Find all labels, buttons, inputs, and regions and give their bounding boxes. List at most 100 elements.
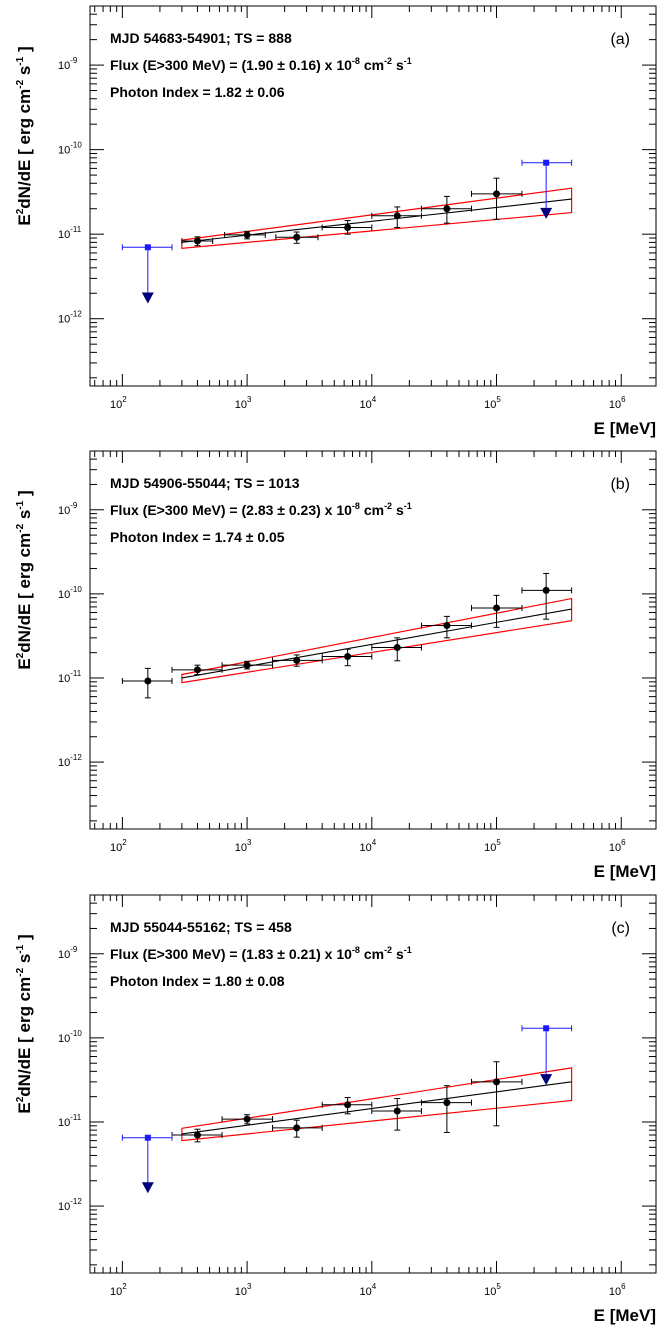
annotation-flux-exp: -2 <box>384 945 392 955</box>
annotation-mjd-ts: MJD 55044-55162; TS = 458 <box>110 919 292 935</box>
y-tick-label-exp: -10 <box>70 585 82 594</box>
y-axis-label-part: s <box>15 510 34 524</box>
y-axis-label-sup: -1 <box>15 944 26 953</box>
x-tick-label-exp: 4 <box>372 1282 377 1291</box>
y-axis-label-part: E <box>15 214 34 225</box>
y-tick-label: 10-9 <box>58 501 78 517</box>
data-point <box>293 656 301 664</box>
x-tick-label: 106 <box>609 838 626 854</box>
x-tick-label: 103 <box>235 395 252 411</box>
power-law-fit-line <box>181 608 572 679</box>
annotation-photon-index: Photon Index = 1.74 ± 0.05 <box>110 529 285 545</box>
power-law-fit-line <box>181 1081 572 1135</box>
y-axis-label-sup: 2 <box>15 652 26 658</box>
x-tick-label: 103 <box>235 838 252 854</box>
y-axis-label-part: E <box>15 658 34 669</box>
annotation-flux-exp: -8 <box>352 56 360 66</box>
y-tick-label-exp: -10 <box>70 141 82 150</box>
data-point <box>344 653 352 661</box>
upper-limit-arrow <box>540 1074 553 1086</box>
x-tick-label-exp: 5 <box>496 838 501 847</box>
annotation-flux-unit: cm <box>360 946 384 962</box>
data-point <box>393 212 401 220</box>
data-point <box>393 644 401 652</box>
annotation-flux-unit: cm <box>360 57 384 73</box>
x-tick-label: 106 <box>609 395 626 411</box>
x-axis-label: E [MeV] <box>594 1306 656 1325</box>
annotation-flux-unit: s <box>392 502 404 518</box>
upper-limit-arrow <box>540 207 553 219</box>
y-tick-label: 10-10 <box>58 1029 82 1045</box>
upper-limit-marker <box>543 1025 550 1032</box>
y-axis-label-sup: -2 <box>15 79 26 88</box>
annotation-mjd-ts: MJD 54906-55044; TS = 1013 <box>110 475 300 491</box>
x-axis-label: E [MeV] <box>594 419 656 438</box>
data-point <box>243 231 251 239</box>
x-tick-label: 105 <box>484 1282 501 1298</box>
x-tick-label: 102 <box>110 1282 127 1298</box>
x-tick-label-exp: 6 <box>621 1282 626 1291</box>
y-axis-label-part: s <box>15 954 34 968</box>
confidence-band <box>181 1067 573 1142</box>
y-tick-label-exp: -10 <box>70 1029 82 1038</box>
x-tick-label: 104 <box>359 838 376 854</box>
y-tick-label-exp: -12 <box>70 310 82 319</box>
annotation-flux-exp: -1 <box>404 56 412 66</box>
y-axis-label-part: ] <box>15 46 34 56</box>
data-point <box>193 237 201 245</box>
annotation-flux: Flux (E>300 MeV) = (1.83 ± 0.21) x 10-8 … <box>110 945 412 962</box>
panel-label: (c) <box>611 920 630 937</box>
y-tick-label: 10-10 <box>58 141 82 157</box>
confidence-band <box>181 187 573 249</box>
y-axis-label-part: dN/dE [ erg cm <box>15 977 34 1097</box>
y-tick-label: 10-12 <box>58 310 82 326</box>
annotation-flux-exp: -1 <box>404 501 412 511</box>
data-point <box>344 1101 352 1109</box>
data-point <box>493 1078 501 1086</box>
data-point <box>243 1115 251 1123</box>
annotation-flux-exp: -8 <box>352 945 360 955</box>
data-point <box>493 604 501 612</box>
upper-limit-arrow <box>141 1182 154 1194</box>
x-tick-label: 105 <box>484 395 501 411</box>
upper-limit-arrow <box>141 292 154 304</box>
data-point <box>293 233 301 241</box>
data-point <box>443 1099 451 1107</box>
x-tick-label: 102 <box>110 838 127 854</box>
y-tick-label-exp: -11 <box>70 225 82 234</box>
panel-label: (a) <box>610 31 630 48</box>
x-tick-label-exp: 4 <box>372 395 377 404</box>
data-point <box>144 677 152 685</box>
x-tick-label: 104 <box>359 1282 376 1298</box>
y-tick-label-exp: -9 <box>70 501 78 510</box>
y-axis-label-sup: 2 <box>15 1096 26 1102</box>
x-tick-label-exp: 3 <box>247 838 252 847</box>
x-tick-label: 104 <box>359 395 376 411</box>
y-axis-label: E2dN/dE [ erg cm-2 s-1 ] <box>15 46 34 225</box>
y-axis-label-sup: -1 <box>15 56 26 65</box>
panel-b: 102 103 104 105 106 10-12 10-11 10-10 10-9 E [MeV… <box>15 450 657 881</box>
y-tick-label-exp: -12 <box>70 753 82 762</box>
y-axis-label-sup: -2 <box>15 523 26 532</box>
data-point <box>243 661 251 669</box>
x-tick-label: 105 <box>484 838 501 854</box>
y-axis-label-part: s <box>15 66 34 80</box>
data-point <box>344 223 352 231</box>
x-tick-label-exp: 3 <box>247 1282 252 1291</box>
x-axis-label: E [MeV] <box>594 862 656 881</box>
y-tick-label-exp: -11 <box>70 669 82 678</box>
y-tick-label: 10-11 <box>58 1113 82 1129</box>
annotation-flux: Flux (E>300 MeV) = (2.83 ± 0.23) x 10-8 … <box>110 501 412 518</box>
y-axis-label-sup: -1 <box>15 500 26 509</box>
annotation-flux-unit: s <box>392 57 404 73</box>
y-axis-label-part: ] <box>15 490 34 500</box>
annotation-photon-index: Photon Index = 1.80 ± 0.08 <box>110 973 285 989</box>
y-tick-label: 10-12 <box>58 753 82 769</box>
plot-frame <box>89 5 657 387</box>
x-tick-label-exp: 5 <box>496 1282 501 1291</box>
x-tick-label: 106 <box>609 1282 626 1298</box>
plot-frame <box>89 894 657 1274</box>
y-axis-label-sup: -2 <box>15 967 26 976</box>
annotation-flux-unit: s <box>392 946 404 962</box>
